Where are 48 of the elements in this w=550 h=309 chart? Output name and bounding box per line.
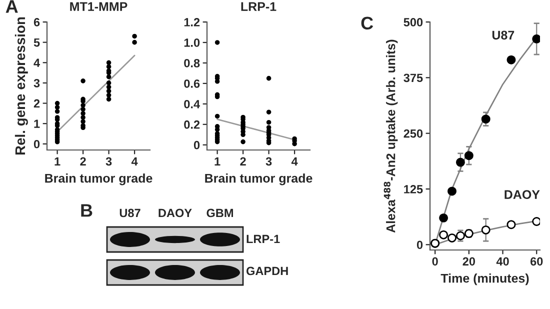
x-tick-label: 3 <box>106 157 112 166</box>
text: U87 <box>120 208 140 218</box>
x-tick-label: 40 <box>496 257 509 266</box>
y-tick-label: 0 <box>194 140 200 150</box>
y-tick-label: 0.4 <box>184 100 200 108</box>
y-tick-label: 1.2 <box>184 18 200 26</box>
y-tick-label: 0.8 <box>184 58 200 68</box>
x-tick-label: 3 <box>266 157 272 166</box>
y-tick-label: 0 <box>34 140 40 148</box>
y-axis-title: Alexa$^{488}$-An2 uptake (Arb. units) <box>384 40 398 233</box>
text: GAPDH <box>246 266 288 276</box>
x-tick-label: 4 <box>131 157 138 166</box>
text: A <box>6 0 18 13</box>
text: B <box>81 204 92 217</box>
x-axis-title: Brain tumor grade <box>205 174 312 186</box>
x-axis-title: Brain tumor grade <box>45 174 152 186</box>
text: LRP-1 <box>246 234 280 244</box>
y-tick-label: 0.6 <box>184 79 200 88</box>
text: GBM <box>206 208 233 218</box>
y-tick-label: 500 <box>404 18 423 26</box>
x-tick-label: 1 <box>54 157 60 166</box>
text: DAOY <box>158 208 192 218</box>
y-tick-label: 5 <box>34 38 40 47</box>
series-label: DAOY <box>504 190 540 199</box>
y-tick-label: 6 <box>34 18 40 26</box>
y-tick-label: 0.2 <box>184 120 200 129</box>
chart-title: LRP-1 <box>241 2 276 11</box>
y-tick-label: 0 <box>416 240 423 250</box>
y-tick-label: 375 <box>404 74 423 82</box>
chart-title: MT1-MMP <box>70 2 128 11</box>
text: C <box>361 16 374 30</box>
x-axis-title: Time (minutes) <box>440 274 529 286</box>
x-tick-label: 20 <box>462 257 476 266</box>
y-tick-label: 125 <box>404 185 423 194</box>
y-tick-label: 250 <box>404 129 423 138</box>
series-label: U87 <box>492 30 514 40</box>
x-tick-label: 4 <box>291 157 298 166</box>
y-tick-label: 4 <box>34 58 40 67</box>
y-tick-label: 1 <box>34 120 40 128</box>
y-tick-label: 3 <box>34 78 40 88</box>
y-axis-title: Rel. gene expression <box>14 17 28 155</box>
y-tick-label: 2 <box>34 99 40 108</box>
x-tick-label: 1 <box>214 157 220 166</box>
y-tick-label: 1.0 <box>184 38 200 47</box>
x-tick-label: 0 <box>432 257 438 266</box>
x-tick-label: 2 <box>80 157 86 166</box>
x-tick-label: 60 <box>530 257 543 266</box>
x-tick-label: 2 <box>240 157 246 166</box>
